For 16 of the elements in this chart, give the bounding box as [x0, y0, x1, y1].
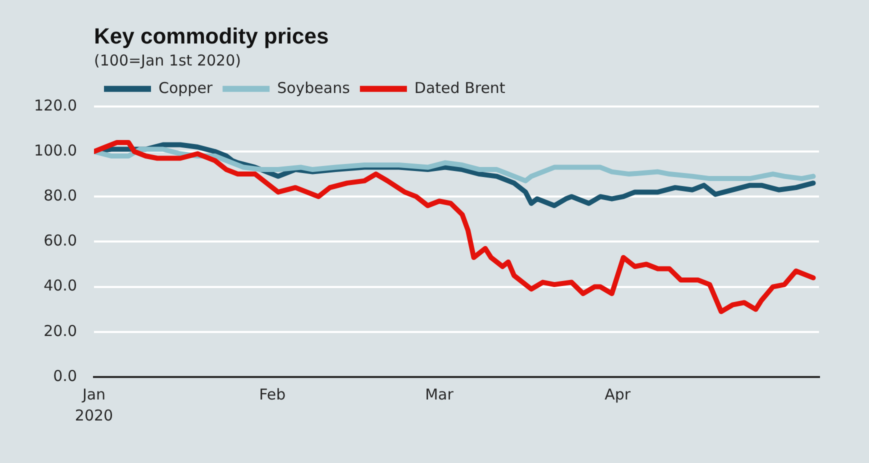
y-tick-label: 20.0	[44, 322, 77, 340]
chart-title: Key commodity prices	[94, 23, 329, 48]
y-tick-label: 60.0	[44, 232, 77, 250]
x-tick-label: Apr	[604, 385, 632, 404]
y-tick-label: 100.0	[34, 141, 77, 160]
y-tick-label: 0.0	[53, 366, 77, 385]
y-tick-label: 120.0	[34, 96, 77, 114]
chart-subtitle: (100=Jan 1st 2020)	[94, 51, 241, 70]
y-tick-label: 80.0	[44, 186, 77, 204]
x-tick-label: Feb	[259, 385, 286, 404]
y-tick-label: 40.0	[44, 276, 77, 295]
legend-label: Soybeans	[277, 78, 350, 97]
x-tick-label: Jan 2020	[74, 385, 114, 424]
legend-label: Copper	[158, 78, 214, 97]
legend-label: Dated Brent	[414, 78, 506, 97]
x-tick-label: Mar	[425, 385, 454, 404]
